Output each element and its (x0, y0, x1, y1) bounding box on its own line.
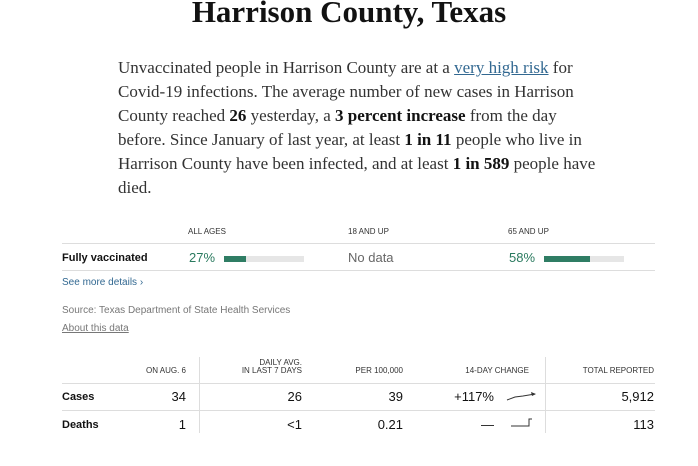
column-header: 14-DAY CHANGE (465, 366, 529, 375)
bar (224, 256, 246, 262)
cell: 26 (287, 389, 302, 404)
divider (62, 410, 655, 411)
column-header: ALL AGES (188, 227, 226, 236)
row-label: Cases (62, 391, 95, 403)
bold-text: 1 in 11 (404, 130, 452, 149)
text: from the day before. Since January of la… (118, 106, 557, 149)
column-divider (199, 357, 200, 433)
divider (62, 243, 655, 244)
text: yesterday, a (246, 106, 335, 125)
bar-track (544, 256, 624, 262)
risk-link[interactable]: very high risk (454, 58, 549, 77)
arrow (531, 392, 536, 396)
deaths-sparkline (511, 418, 532, 427)
text: people who live in Harrison County have … (118, 130, 582, 173)
row-label: Fully vaccinated (62, 252, 148, 264)
cases-sparkline (506, 393, 536, 401)
column-header: ON AUG. 6 (145, 366, 186, 375)
column-header: DAILY AVG. IN LAST 7 DAYS (241, 358, 302, 375)
bold-text: 26 (229, 106, 247, 125)
bar-track (224, 256, 304, 262)
cell: 1 (178, 417, 186, 432)
page-title: Harrison County, Texas (191, 0, 507, 29)
divider (62, 270, 655, 271)
column-header: 18 AND UP (348, 227, 389, 236)
cell: 5,912 (621, 389, 654, 404)
row-label: Deaths (62, 419, 99, 431)
column-header: 65 AND UP (508, 227, 549, 236)
bar (544, 256, 591, 262)
summary: Unvaccinated people in Harrison County a… (118, 56, 602, 200)
cell: — (481, 417, 494, 432)
percent: 58% (509, 250, 536, 265)
text: for Covid-19 infections. The average num… (118, 58, 574, 125)
cell: 39 (388, 389, 403, 404)
sparklines (506, 392, 536, 427)
cell: <1 (287, 417, 302, 432)
cell: 113 (633, 417, 654, 432)
details-link[interactable]: See more details › (62, 277, 144, 288)
bold-text: 1 in 589 (452, 154, 510, 173)
text: Unvaccinated people in Harrison County a… (118, 58, 455, 77)
source: Source: Texas Department of State Health… (62, 305, 291, 316)
column-divider (545, 357, 546, 433)
text: people have died. (118, 154, 596, 197)
bold-text: 3 percent increase (334, 106, 466, 125)
column-header: PER 100,000 (355, 366, 403, 375)
column-header: TOTAL REPORTED (582, 366, 654, 375)
cell: 0.21 (377, 417, 403, 432)
about-link[interactable]: About this data (62, 323, 129, 334)
divider (62, 383, 655, 384)
cell: 34 (171, 389, 186, 404)
no-data: No data (348, 250, 394, 265)
percent: 27% (189, 250, 216, 265)
cell: +117% (454, 389, 494, 404)
